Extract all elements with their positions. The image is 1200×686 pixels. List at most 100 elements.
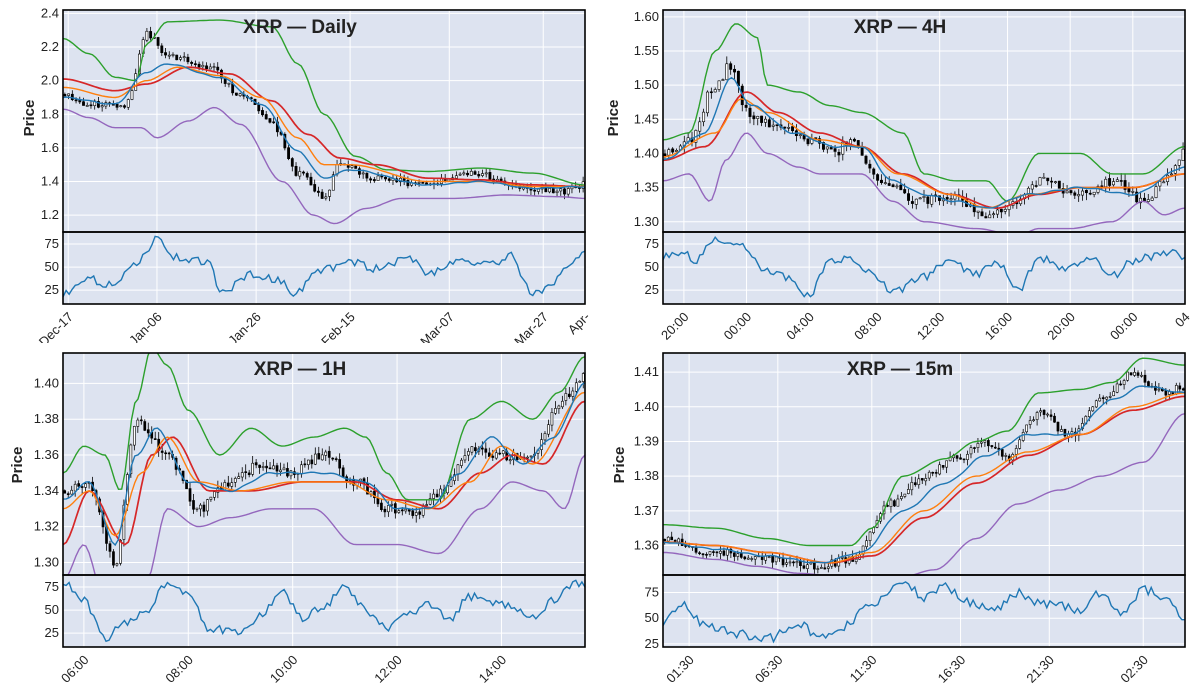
candle-down: [705, 553, 708, 556]
x-tick-label: 06:00: [58, 652, 92, 686]
candle-down: [421, 182, 425, 184]
candle-up: [306, 459, 310, 466]
candle-up: [458, 173, 462, 176]
candle-down: [959, 457, 962, 460]
candle-up: [199, 504, 202, 510]
ema-slow-line: [63, 66, 585, 188]
candle-down: [305, 173, 309, 178]
x-ticks-1h: 06:00 08:00 10:00 12:00 14:00: [58, 652, 509, 686]
candle-down: [722, 550, 726, 556]
y-ticks-daily: 1.2 1.4 1.6 1.8 2.0 2.2 2.4: [41, 5, 59, 222]
candle-up: [736, 553, 740, 557]
candle-up: [237, 476, 241, 479]
candle-down: [887, 183, 891, 186]
candle-up: [171, 54, 175, 56]
candle-down: [320, 191, 324, 199]
candle-up: [1092, 191, 1096, 195]
candle-up: [726, 549, 729, 556]
candle-down: [474, 447, 477, 452]
candle-down: [752, 115, 756, 120]
indicator-lines-daily: [63, 19, 585, 225]
candle-down: [739, 553, 743, 558]
ema-fast-line: [63, 63, 585, 190]
candle-up: [1112, 391, 1116, 397]
candle-down: [160, 45, 164, 53]
candle-down: [265, 465, 268, 469]
candle-down: [673, 539, 677, 542]
y-axis-label-1h: Price: [9, 447, 26, 484]
chart-panel-15m: 1.36 1.37 1.38 1.39 1.40 1.41 25 50 75 01:30 06:30…: [600, 343, 1200, 686]
candle-up: [529, 455, 533, 458]
oscillator-frame: [62, 574, 586, 648]
candle-up: [1032, 419, 1035, 422]
candle-down: [1034, 185, 1038, 187]
candle-up: [428, 498, 432, 505]
candle-down: [872, 168, 876, 175]
candle-up: [914, 198, 918, 205]
osc-tick-label: 75: [45, 236, 59, 251]
candle-up: [136, 419, 140, 427]
candle-up: [1003, 209, 1007, 212]
candle-down: [712, 551, 715, 553]
candle-up: [574, 382, 578, 392]
candle-down: [425, 182, 428, 185]
candle-down: [880, 179, 883, 184]
candle-down: [1135, 191, 1139, 203]
osc-tick-label: 50: [645, 610, 659, 625]
x-tick-label: Jan-06: [126, 309, 165, 343]
candle-up: [910, 481, 914, 491]
osc-tick-label: 50: [45, 602, 59, 617]
ema-fast-line: [663, 385, 1185, 564]
candle-up: [484, 172, 488, 175]
x-tick-label: 14:00: [476, 652, 510, 686]
candle-up: [324, 196, 328, 199]
candle-up: [798, 134, 802, 137]
candle-down: [748, 107, 752, 117]
y-tick-label: 1.55: [634, 43, 659, 58]
chart-title-4h: XRP — 4H: [854, 17, 947, 38]
candle-up: [1150, 197, 1154, 201]
candle-up: [900, 496, 903, 499]
candle-up: [675, 150, 678, 152]
y-tick-label: 1.2: [41, 207, 59, 222]
oscillator-frame: [662, 231, 1186, 305]
candle-down: [997, 447, 1001, 450]
candle-down: [1136, 372, 1140, 376]
candle-down: [563, 188, 566, 195]
ema-fast-line: [663, 76, 1185, 209]
candle-up: [328, 189, 332, 197]
candle-down: [384, 176, 387, 180]
candle-down: [934, 472, 938, 474]
candle-down: [818, 138, 822, 144]
candle-down: [999, 208, 1003, 213]
candle-up: [456, 464, 460, 475]
oscillator-plot-area-15m: [663, 575, 1185, 647]
oscillator-frame: [62, 231, 586, 305]
candle-up: [70, 489, 74, 495]
candle-up: [425, 504, 429, 506]
candle-up: [469, 170, 473, 176]
candle-down: [287, 147, 290, 159]
candle-down: [123, 105, 126, 108]
candle-up: [119, 105, 123, 107]
osc-ticks-15m: 25 50 75: [645, 584, 659, 650]
candle-up: [1054, 181, 1057, 183]
candle-up: [706, 91, 709, 114]
candle-up: [1025, 424, 1029, 433]
candle-up: [300, 464, 303, 475]
candle-down: [783, 126, 787, 129]
candle-down: [193, 63, 197, 65]
candle-up: [764, 118, 767, 123]
candle-down: [317, 453, 321, 460]
candle-up: [816, 568, 820, 570]
candle-down: [1046, 177, 1050, 182]
candle-up: [272, 465, 275, 470]
candle-down: [1042, 409, 1046, 415]
candle-down: [732, 552, 736, 557]
oscillator-line: [63, 235, 585, 298]
candle-down: [1057, 180, 1061, 189]
osc-tick-label: 25: [645, 636, 659, 651]
candle-down: [876, 174, 880, 181]
candle-down: [852, 138, 856, 142]
candle-down: [487, 452, 491, 457]
